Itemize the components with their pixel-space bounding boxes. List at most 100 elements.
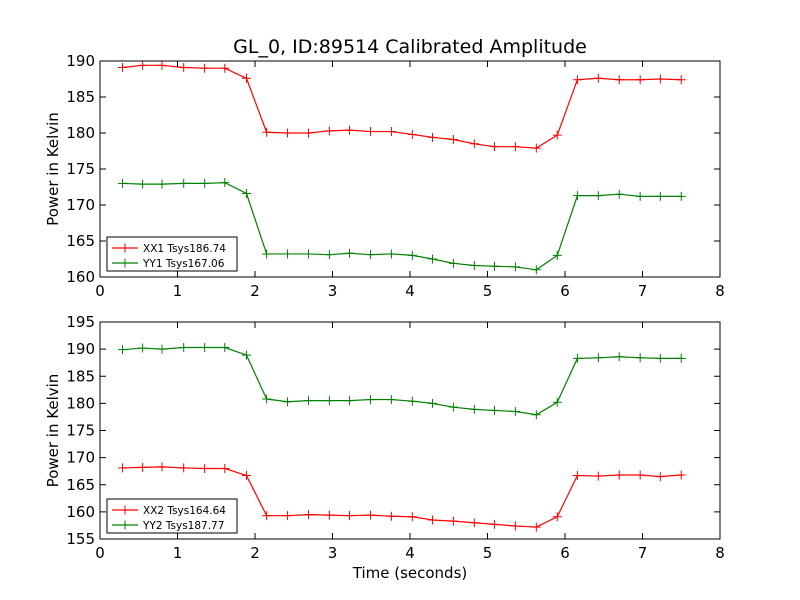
legend: XX2 Tsys164.64 YY2 Tsys187.77 [106, 498, 238, 534]
data-point [469, 139, 479, 149]
data-point [531, 143, 541, 153]
data-point [655, 74, 665, 84]
data-point [386, 395, 396, 405]
y-tick-label: 170 [66, 449, 95, 467]
data-point [220, 463, 230, 473]
legend: XX1 Tsys186.74 YY1 Tsys167.06 [106, 236, 238, 272]
data-point [283, 249, 293, 259]
y-axis-label: Power in Kelvin [44, 112, 62, 226]
data-point [552, 512, 562, 522]
legend-box [106, 236, 238, 272]
x-tick-label: 3 [328, 282, 338, 300]
x-tick-label: 1 [173, 544, 183, 562]
data-point [510, 521, 520, 531]
legend-box [106, 498, 238, 534]
data-point [655, 353, 665, 363]
data-point [427, 398, 437, 408]
data-point [365, 395, 375, 405]
data-point [241, 73, 251, 83]
data-point [365, 127, 375, 137]
legend-marker [120, 505, 130, 515]
data-point [365, 250, 375, 260]
data-point [427, 254, 437, 264]
series-line [122, 182, 682, 271]
data-point [324, 250, 334, 260]
data-point [635, 75, 645, 85]
y-tick-label: 175 [66, 422, 95, 440]
data-point [552, 250, 562, 260]
x-tick-label: 5 [483, 544, 493, 562]
data-point [200, 63, 210, 73]
legend-label: XX1 Tsys186.74 [143, 243, 226, 255]
x-tick-label: 7 [638, 282, 648, 300]
x-tick-label: 3 [328, 544, 338, 562]
y-tick-label: 160 [66, 503, 95, 521]
data-point [324, 396, 334, 406]
data-point [241, 471, 251, 481]
legend-marker [120, 258, 130, 268]
series-1 [117, 462, 686, 532]
data-point [676, 75, 686, 85]
x-tick-label: 0 [95, 544, 105, 562]
data-point [303, 128, 313, 138]
x-tick-label: 2 [250, 544, 260, 562]
data-point [345, 511, 355, 521]
data-point [220, 63, 230, 73]
data-point [469, 404, 479, 414]
y-tick-label: 180 [66, 394, 95, 412]
y-tick-label: 160 [66, 268, 95, 286]
data-point [117, 463, 127, 473]
x-tick-label: 8 [715, 544, 725, 562]
y-tick-label: 155 [66, 530, 95, 548]
data-point [324, 126, 334, 136]
legend-marker [120, 243, 130, 253]
data-point [200, 178, 210, 188]
data-point [676, 353, 686, 363]
data-point [157, 462, 167, 472]
series-line [122, 346, 682, 416]
data-point [386, 511, 396, 521]
y-tick-label: 185 [66, 88, 95, 106]
data-point [262, 249, 272, 259]
data-point [593, 353, 603, 363]
data-point [407, 396, 417, 406]
x-tick-label: 2 [250, 282, 260, 300]
data-point [572, 75, 582, 85]
data-point [614, 75, 624, 85]
y-tick-label: 180 [66, 124, 95, 142]
data-point [655, 472, 665, 482]
x-tick-label: 8 [715, 282, 725, 300]
x-tick-label: 5 [483, 282, 493, 300]
series-1 [117, 60, 686, 153]
data-point [593, 471, 603, 481]
legend-label: YY2 Tsys187.77 [142, 520, 224, 532]
data-point [241, 188, 251, 198]
x-axis-label: Time (seconds) [352, 564, 468, 582]
data-point [386, 249, 396, 259]
series-2 [117, 342, 686, 420]
data-point [427, 515, 437, 525]
data-point [262, 511, 272, 521]
data-point [157, 344, 167, 354]
data-point [469, 260, 479, 270]
data-point [117, 178, 127, 188]
data-point [676, 470, 686, 480]
data-point [407, 250, 417, 260]
data-point [448, 134, 458, 144]
data-point [427, 132, 437, 142]
y-tick-label: 165 [66, 232, 95, 250]
data-point [386, 127, 396, 137]
data-point [179, 62, 189, 72]
data-point [324, 510, 334, 520]
data-point [593, 73, 603, 83]
data-point [117, 345, 127, 355]
y-tick-label: 190 [66, 340, 95, 358]
data-point [510, 142, 520, 152]
x-tick-label: 4 [405, 544, 415, 562]
top-plot: 0 1 2 3 4 5 6 7 8 160 165 170 175 180 185 190 Power in K… [44, 52, 725, 300]
chart-title: GL_0, ID:89514 Calibrated Amplitude [233, 36, 587, 58]
data-point [303, 510, 313, 520]
data-point [179, 178, 189, 188]
data-point [179, 463, 189, 473]
